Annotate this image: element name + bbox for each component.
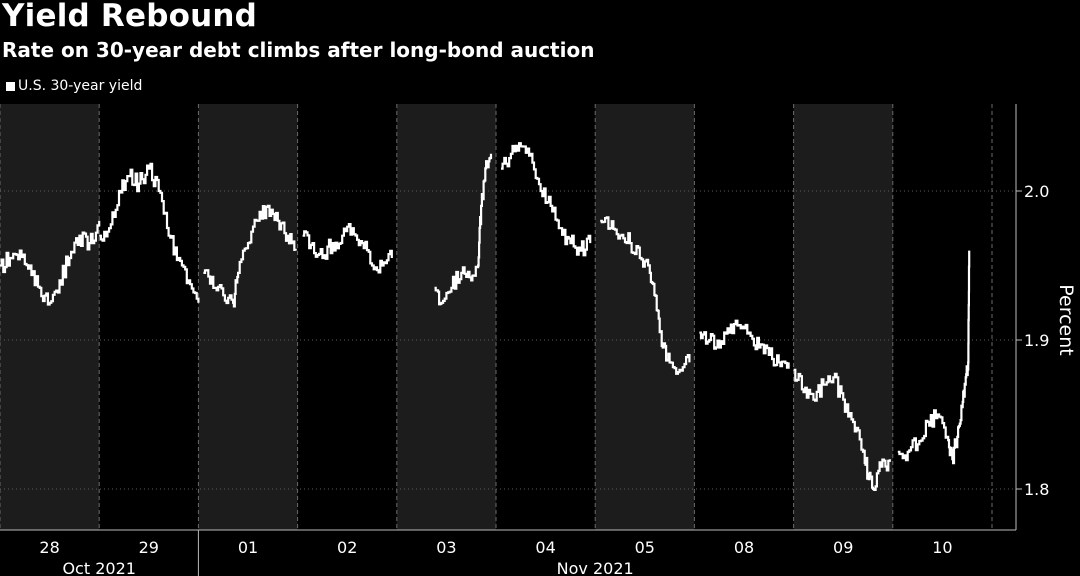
chart-title: Yield Rebound	[2, 0, 258, 34]
series-segment-02	[302, 223, 393, 274]
shade-band-09	[793, 104, 893, 530]
series-segment-10	[897, 250, 971, 465]
series-segment-04	[501, 142, 592, 257]
y-tick-label-1.9: 1.9	[1024, 331, 1049, 350]
series-segment-28	[0, 220, 101, 306]
x-axis: 28 29 01 02 03 04 05 08 09 10 Oct 2021 Nov 2021	[0, 529, 1016, 576]
shade-band-03	[396, 104, 496, 530]
series-segment-09	[793, 368, 891, 491]
y-tick-label-1.8: 1.8	[1024, 480, 1049, 499]
x-tick-label-08: 08	[734, 538, 754, 557]
legend-swatch	[6, 81, 15, 91]
month-label: Oct 2021	[62, 559, 135, 576]
day-dividers	[0, 104, 993, 530]
grid-lines	[0, 190, 1016, 490]
legend-label: U.S. 30-year yield	[18, 78, 143, 94]
shade-band-01	[198, 104, 298, 530]
series-lines	[0, 142, 971, 491]
x-tick-label-04: 04	[535, 538, 555, 557]
series-segment-29	[99, 162, 200, 303]
chart-subtitle: Rate on 30-year debt climbs after long-b…	[2, 38, 595, 62]
series-segment-01	[203, 204, 297, 308]
shade-band-05	[595, 104, 695, 530]
x-tick-label-02: 02	[337, 538, 357, 557]
x-tick-label-10: 10	[932, 538, 952, 557]
shade-band-28	[0, 104, 100, 530]
x-tick-label-01: 01	[238, 538, 258, 557]
legend: U.S. 30-year yield	[6, 78, 142, 94]
y-axis-label: Percent	[1055, 284, 1077, 356]
day-shading-bands	[0, 104, 893, 530]
series-segment-03	[434, 153, 493, 306]
series-segment-05	[600, 216, 691, 375]
x-tick-label-05: 05	[635, 538, 655, 557]
x-tick-label-09: 09	[833, 538, 853, 557]
y-tick-label-2.0: 2.0	[1024, 182, 1049, 201]
x-tick-label-03: 03	[436, 538, 456, 557]
x-tick-label-29: 29	[139, 538, 159, 557]
series-segment-08	[699, 319, 790, 369]
month-label: Nov 2021	[557, 559, 634, 576]
x-tick-label-28: 28	[39, 538, 59, 557]
y-axis: 1.8 1.9 2.0 Percent	[1015, 104, 1077, 530]
